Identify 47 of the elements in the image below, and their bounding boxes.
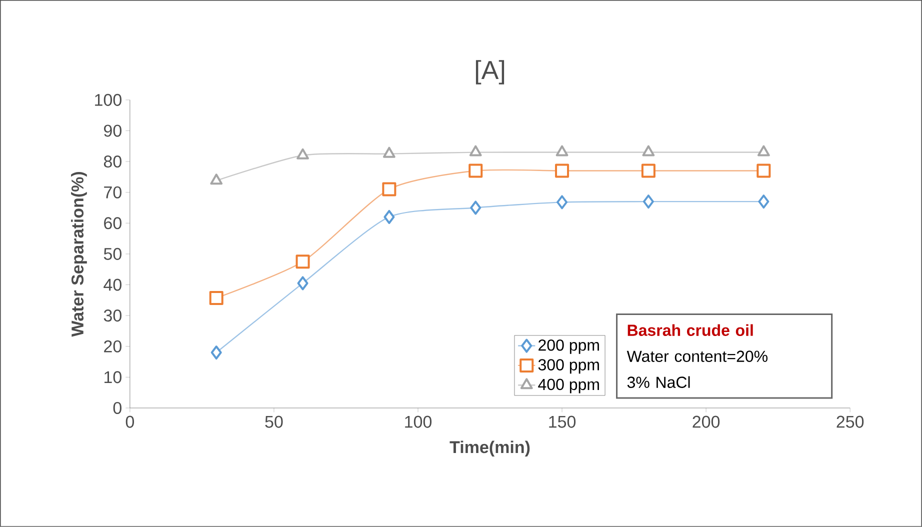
y-tick-label: 20 [104,340,122,352]
x-tick-label: 0 [126,416,134,428]
point [468,164,483,178]
legend-label: 300 ppm [538,359,599,374]
point [758,194,770,209]
point [555,164,570,178]
x-tick-label: 250 [836,416,864,428]
x-tick-label: 50 [265,416,283,428]
point [296,148,309,160]
y-tick-label: 90 [104,124,122,137]
point [469,145,482,156]
y-tick-label: 80 [104,156,122,168]
point [209,291,224,306]
point [297,276,308,290]
legend-label: 400 ppm [538,378,599,394]
annotation: Water content=20% [626,350,768,362]
point [382,182,396,196]
x-tick-label: 100 [405,416,432,428]
y-tick-label: 0 [113,402,122,414]
y-tick-label: 100 [95,94,122,106]
point [642,194,654,209]
point [210,174,223,185]
x-tick-label: 200 [692,416,720,428]
point [756,164,771,178]
point [556,145,568,156]
point [757,145,770,156]
y-axis-title: Water Separation(%) [71,172,87,337]
chart-title: [A] [476,60,504,84]
y-tick-label: 40 [104,278,122,291]
point [556,195,568,210]
point [642,145,655,156]
point [296,254,310,269]
legend-label: 200 ppm [538,339,599,354]
y-tick-label: 10 [104,371,122,384]
y-tick-label: 50 [104,248,122,260]
point [384,210,395,224]
point [641,164,656,178]
annotation: Basrah crude oil [628,324,753,336]
point [470,200,482,215]
y-tick-label: 70 [104,186,122,198]
annotation: 3% NaCl [627,376,690,388]
x-axis-title: Time(min) [450,440,530,457]
x-tick-label: 150 [549,416,576,428]
y-tick-label: 30 [104,310,122,322]
point [382,146,396,158]
y-tick-label: 60 [104,217,122,230]
point [210,346,222,360]
